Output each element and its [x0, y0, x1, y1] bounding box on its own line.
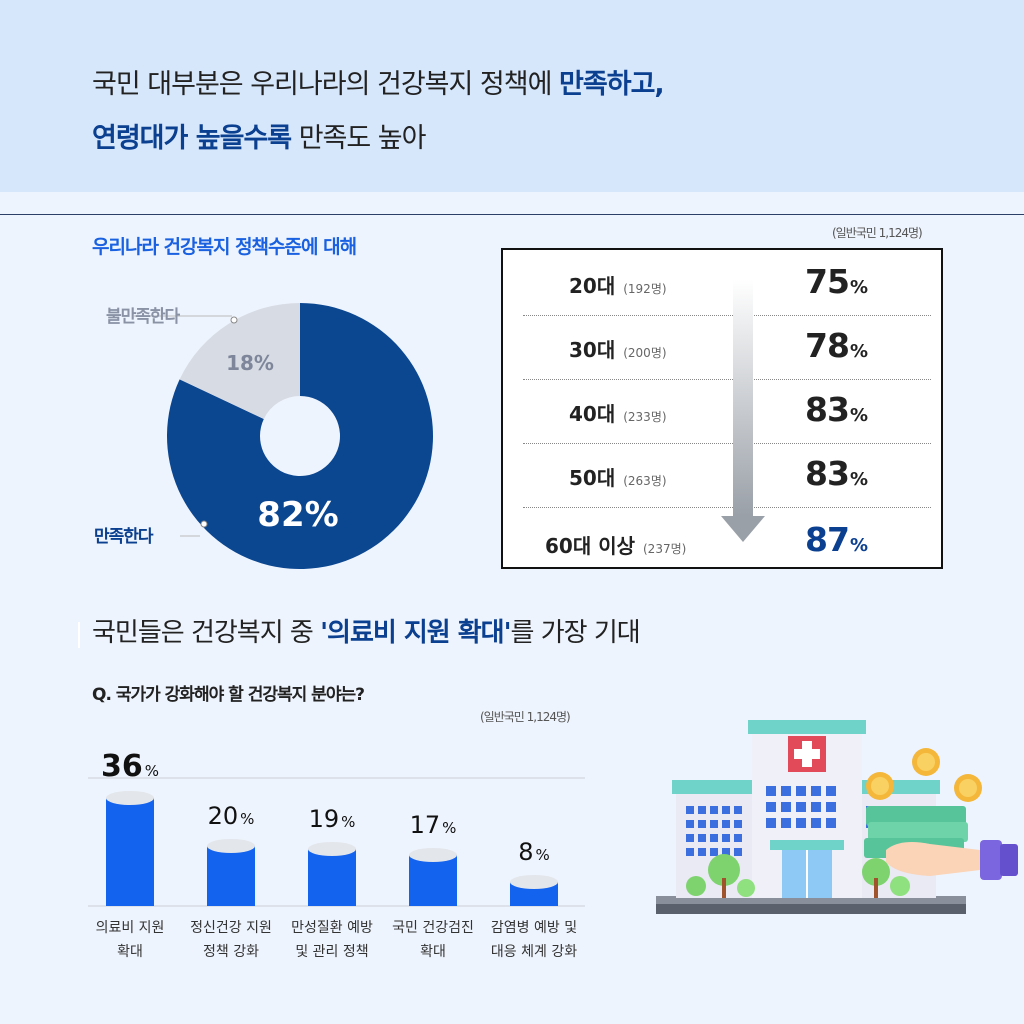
age-label: 20대 (192명) [569, 274, 667, 298]
age-value: 78% [805, 326, 868, 365]
headline-emphasis-2: 연령대가 높을수록 [92, 123, 292, 154]
satisfied-percent-label: 82% [257, 495, 338, 535]
welfare-priority-bar-chart: 36 % 20% 19% 17 % 8% [88, 749, 585, 907]
age-value: 75% [805, 262, 868, 301]
bar-value-label: 17% [410, 811, 457, 839]
age-sample-count: (200명) [623, 346, 667, 360]
bar-cap [308, 842, 356, 856]
accent-bar [78, 622, 80, 648]
donut-slice-dissatisfied [179, 303, 300, 419]
bar-cap [106, 791, 154, 805]
donut-slice-satisfied [167, 303, 433, 569]
age-value: 83% [805, 454, 868, 493]
donut-sample-note: (일반국민 1,124명) [832, 226, 923, 240]
age-sample-count: (233명) [623, 410, 667, 424]
hospital-illustration [656, 720, 1018, 914]
donut-section-title: 우리나라 건강복지 정책수준에 대해 [92, 236, 357, 258]
satisfaction-donut-chart: 82% 18% [134, 303, 433, 569]
expectation-headline: 국민들은 건강복지 중 '의료비 지원 확대'를 가장 기대 [92, 618, 641, 648]
down-arrow-icon [721, 280, 765, 542]
age-sample-count: (237명) [643, 542, 687, 556]
bar-cap [510, 875, 558, 889]
bar-category-label: 만성질환 예방 및 관리 정책 [291, 920, 373, 960]
headline-line-1: 국민 대부분은 우리나라의 건강복지 정책에 만족하고, [92, 69, 665, 100]
age-sample-count: (192명) [623, 282, 667, 296]
bar-value-label: 20% [208, 802, 255, 830]
bar-category-label: 정신건강 지원 정책 강화 [190, 920, 272, 960]
bar-category-label: 의료비 지원 확대 [95, 920, 165, 960]
age-row: 60대 이상 (237명) 87% [523, 508, 931, 572]
survey-question: Q. 국가가 강화해야 할 건강복지 분야는? [92, 685, 365, 705]
bar [409, 855, 457, 906]
expectation-emphasis: '의료비 지원 확대' [320, 618, 511, 648]
row-divider [523, 507, 931, 508]
row-divider [523, 443, 931, 444]
bar-sample-note: (일반국민 1,124명) [480, 710, 571, 724]
leader-dot [230, 316, 238, 324]
bar [308, 849, 356, 906]
header-band [0, 0, 1024, 192]
bar [106, 798, 154, 906]
row-divider [523, 315, 931, 316]
bar [207, 846, 255, 906]
row-divider [523, 379, 931, 380]
headline-line-2: 연령대가 높을수록 만족도 높아 [92, 123, 427, 154]
age-value: 83% [805, 390, 868, 429]
age-label: 40대 (233명) [569, 402, 667, 426]
bar-value-label: 36% [101, 749, 159, 784]
age-sample-count: (263명) [623, 474, 667, 488]
age-row: 30대 (200명) 78% [523, 316, 931, 380]
bar-category-label: 감염병 예방 및 대응 체계 강화 [490, 920, 578, 960]
bar-category-label: 국민 건강검진 확대 [392, 920, 474, 960]
age-label: 50대 (263명) [569, 466, 667, 490]
section-divider [0, 214, 1024, 215]
age-value-highlight: 87% [805, 520, 868, 559]
bar-value-label: 8% [518, 838, 550, 866]
coin-icon [866, 748, 982, 802]
age-row: 20대 (192명) 75% [523, 252, 931, 316]
age-row: 40대 (233명) 83% [523, 380, 931, 444]
age-label: 30대 (200명) [569, 338, 667, 362]
age-row: 50대 (263명) 83% [523, 444, 931, 508]
age-satisfaction-table: 20대 (192명) 75% 30대 (200명) 78% 40대 (233명) 83… [501, 248, 943, 569]
ground-base [656, 902, 966, 914]
hand-icon [886, 840, 1018, 880]
satisfied-legend-label: 만족한다 [94, 527, 154, 547]
leader-dot [200, 520, 208, 528]
bar-cap [409, 848, 457, 862]
dissatisfied-legend-label: 불만족한다 [106, 307, 180, 327]
bar-cap [207, 839, 255, 853]
headline-emphasis-1: 만족하고, [559, 69, 665, 100]
bar-value-label: 19% [309, 805, 356, 833]
age-label: 60대 이상 (237명) [545, 534, 687, 558]
dissatisfied-percent-label: 18% [226, 351, 274, 375]
